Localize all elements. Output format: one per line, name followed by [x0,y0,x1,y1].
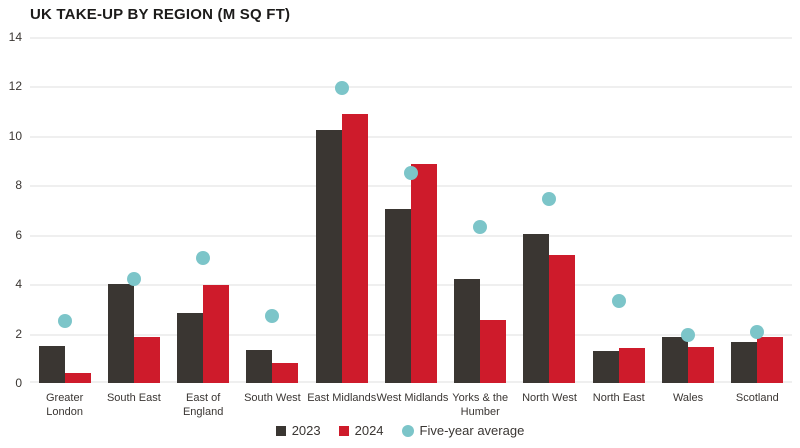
legend: 2023 2024 Five-year average [0,423,800,438]
five-year-average-dot-north-east [611,294,626,309]
bar-group-yorks-the-humber [454,37,507,383]
bar-2024-south-east [133,337,160,383]
five-year-average-dot-wales [681,327,696,342]
x-axis-label-greater-london: Greater London [45,392,84,418]
bar-2023-east-midlands [315,129,342,383]
y-axis: 0 2 4 6 8 10 12 14 [0,30,24,390]
x-axis-label-north-west: North West [522,392,577,404]
bar-2024-east-of-england [203,285,230,383]
x-axis-label-west-midlands: West Midlands [376,392,449,404]
y-tick-label-14: 14 [8,30,22,44]
bar-2023-south-east [107,284,134,383]
bar-group-east-midlands [315,37,368,383]
legend-item-2023: 2023 [275,423,321,438]
bar-2024-north-west [549,254,576,383]
five-year-average-dot-yorks-the-humber [473,220,488,235]
bar-group-south-east [107,37,160,383]
y-tick-label-6: 6 [15,227,22,242]
bar-group-greater-london [38,37,91,383]
legend-label-five-year-average: Five-year average [419,423,525,438]
y-tick-label-4: 4 [15,277,22,292]
bar-2023-north-west [523,233,550,383]
bar-2024-north-east [618,348,645,383]
bar-group-north-east [592,37,645,383]
x-axis-label-north-east: North East [592,392,645,404]
x-axis-label-east-midlands: East Midlands [307,392,377,404]
five-year-average-dot-east-midlands [334,80,349,95]
gridline-y12 [30,86,792,89]
y-tick-label-12: 12 [8,79,22,94]
five-year-average-dot-greater-london [57,314,72,329]
five-year-average-dot-south-west [265,309,280,324]
x-axis-labels: Greater London South East East of England Sou… [30,391,792,419]
bar-2023-east-of-england [177,312,204,383]
legend-swatch-2023 [275,425,286,436]
bar-groups [30,37,792,383]
bar-2024-scotland [757,337,784,383]
bar-2023-wales [662,337,689,383]
bar-2024-south-west [272,363,299,383]
bar-2023-north-east [592,350,619,383]
bar-2024-east-midlands [341,113,368,383]
bar-group-south-west [246,37,299,383]
gridline-y10 [30,135,792,138]
x-axis-label-scotland: Scotland [735,392,779,404]
legend-label-2024: 2024 [354,423,384,438]
y-tick-label-8: 8 [15,178,22,193]
y-tick-label-10: 10 [8,128,22,143]
five-year-average-dot-west-midlands [403,165,418,180]
five-year-average-dot-south-east [126,272,141,287]
x-axis-label-south-west: South West [244,392,301,404]
bar-2023-scotland [731,342,758,383]
legend-item-2024: 2024 [338,423,384,438]
bar-2023-south-west [246,349,273,383]
x-axis-label-wales: Wales [672,392,704,404]
legend-swatch-five-year-average-icon [401,424,414,437]
five-year-average-dot-scotland [750,325,765,340]
bar-2023-greater-london [38,345,65,383]
plot-area [30,37,792,383]
y-tick-label-2: 2 [15,326,22,341]
legend-item-five-year-average: Five-year average [401,423,525,438]
gridline-y14 [30,37,792,39]
bar-group-east-of-england [177,37,230,383]
legend-label-2023: 2023 [291,423,321,438]
x-axis-label-east-of-england: East of England [182,392,224,418]
bar-2024-west-midlands [410,164,437,383]
x-axis-label-south-east: South East [106,392,161,404]
bar-2024-wales [688,347,715,383]
five-year-average-dot-north-west [542,191,557,206]
bar-group-west-midlands [384,37,437,383]
y-tick-label-0: 0 [15,376,22,390]
five-year-average-dot-east-of-england [196,251,211,266]
bar-2023-west-midlands [384,208,411,383]
bar-group-wales [662,37,715,383]
legend-swatch-2024 [338,425,349,436]
bar-group-scotland [731,37,784,383]
bar-2024-yorks-the-humber [480,320,507,383]
chart-title: UK TAKE-UP BY REGION (M SQ FT) [30,6,291,23]
bar-2024-greater-london [64,373,91,383]
x-axis-label-yorks-the-humber: Yorks & the Humber [452,392,509,418]
bar-group-north-west [523,37,576,383]
bar-2023-yorks-the-humber [454,279,481,383]
